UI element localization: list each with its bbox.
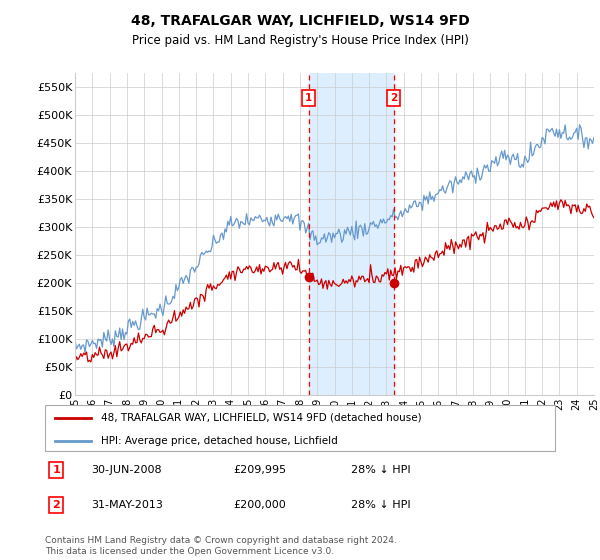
Text: 28% ↓ HPI: 28% ↓ HPI — [351, 500, 410, 510]
Text: 31-MAY-2013: 31-MAY-2013 — [91, 500, 163, 510]
Text: 48, TRAFALGAR WAY, LICHFIELD, WS14 9FD (detached house): 48, TRAFALGAR WAY, LICHFIELD, WS14 9FD (… — [101, 413, 422, 423]
Text: 48, TRAFALGAR WAY, LICHFIELD, WS14 9FD: 48, TRAFALGAR WAY, LICHFIELD, WS14 9FD — [131, 14, 469, 28]
Bar — [308, 73, 394, 395]
Text: 2: 2 — [52, 500, 60, 510]
Text: 2: 2 — [390, 93, 397, 103]
Text: HPI: Average price, detached house, Lichfield: HPI: Average price, detached house, Lich… — [101, 436, 338, 446]
Text: 30-JUN-2008: 30-JUN-2008 — [91, 465, 161, 475]
FancyBboxPatch shape — [45, 405, 555, 451]
Text: Contains HM Land Registry data © Crown copyright and database right 2024.
This d: Contains HM Land Registry data © Crown c… — [45, 536, 397, 556]
Text: £200,000: £200,000 — [234, 500, 286, 510]
Text: 1: 1 — [52, 465, 60, 475]
Text: 28% ↓ HPI: 28% ↓ HPI — [351, 465, 410, 475]
Text: £209,995: £209,995 — [234, 465, 287, 475]
Text: 1: 1 — [305, 93, 312, 103]
Text: Price paid vs. HM Land Registry's House Price Index (HPI): Price paid vs. HM Land Registry's House … — [131, 34, 469, 46]
